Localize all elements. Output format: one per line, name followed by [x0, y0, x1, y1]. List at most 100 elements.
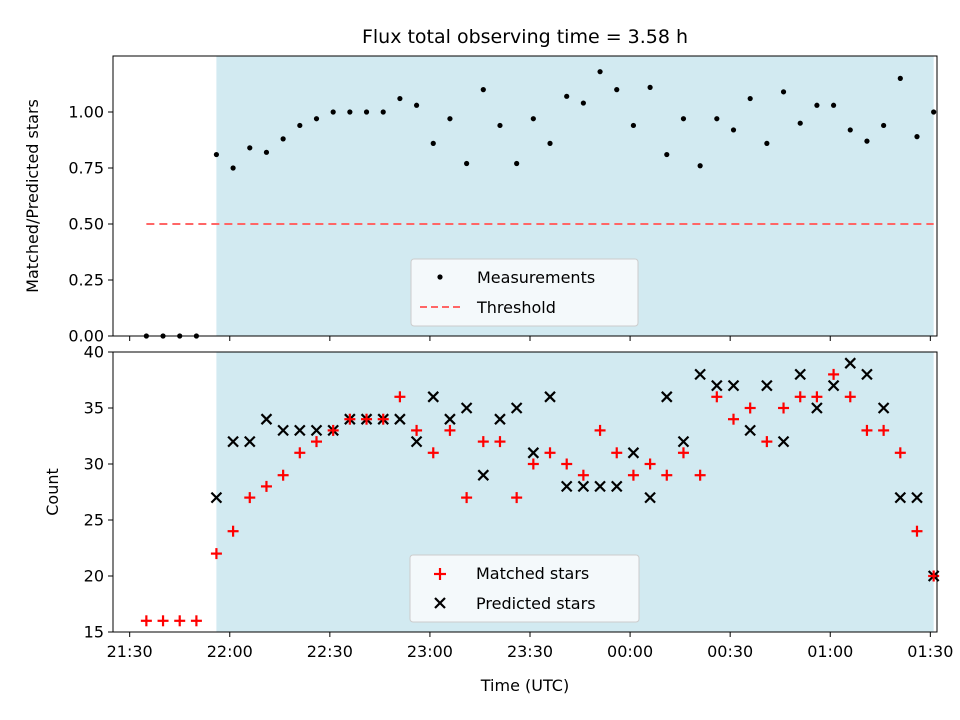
x-stroke	[861, 368, 873, 381]
y-tick-label: 15	[84, 623, 104, 642]
matched-star-point	[527, 458, 539, 470]
legend-label-measurements: Measurements	[477, 268, 595, 287]
x-stroke	[894, 491, 907, 504]
predicted-star-point	[744, 424, 756, 437]
predicted-star-point	[694, 368, 706, 381]
measurement-point	[514, 160, 520, 167]
chart-title: Flux total observing time = 3.58 h	[362, 26, 688, 48]
x-stroke	[644, 491, 656, 504]
x-stroke	[560, 480, 573, 493]
predicted-star-point	[811, 402, 823, 414]
x-stroke	[544, 391, 556, 403]
matched-star-point	[190, 615, 202, 627]
measurement-point	[530, 116, 536, 122]
matched-star-point	[778, 402, 790, 414]
y-tick-label: 0.50	[68, 215, 104, 234]
predicted-star-point	[677, 435, 690, 448]
measurement-point	[897, 75, 903, 81]
measurement-point	[480, 87, 486, 93]
measurement-point	[464, 160, 470, 167]
matched-star-point	[577, 469, 589, 481]
predicted-star-point	[544, 391, 556, 403]
matched-star-point	[411, 424, 423, 436]
matched-star-point	[878, 424, 890, 436]
matched-star-point	[444, 424, 456, 436]
x-tick-label: 23:30	[507, 642, 553, 661]
x-axis-label: Time (UTC)	[480, 676, 569, 695]
predicted-star-point	[661, 391, 673, 403]
predicted-star-point	[861, 368, 873, 381]
predicted-star-point	[644, 491, 656, 504]
measurement-point	[347, 109, 353, 115]
x-tick-label: 00:00	[607, 642, 653, 661]
x-stroke	[744, 424, 756, 437]
predicted-star-point	[210, 491, 223, 504]
x-stroke	[727, 379, 740, 392]
matched-star-point	[861, 424, 873, 436]
y-tick-label: 0.75	[68, 159, 104, 178]
measurement-point	[247, 145, 253, 151]
measurement-point	[213, 151, 220, 158]
predicted-star-point	[577, 480, 590, 493]
matched-star-point	[611, 447, 623, 459]
measurement-point	[413, 102, 420, 108]
matched-star-point	[677, 447, 689, 459]
measurement-point	[714, 116, 720, 122]
matched-star-point	[210, 548, 222, 560]
x-stroke	[911, 491, 923, 504]
predicted-star-point	[527, 447, 540, 459]
x-stroke	[761, 379, 773, 392]
measurement-point	[363, 109, 370, 115]
bottom-x-ticks: 21:30 22:00 22:30 23:00 23:30 00:00 00:30 01:00…	[107, 632, 953, 661]
measurement-point	[263, 149, 270, 155]
matched-star-point	[561, 458, 573, 470]
x-stroke	[394, 413, 406, 425]
measurement-point	[380, 109, 386, 115]
matched-star-point	[544, 447, 556, 459]
predicted-star-point	[827, 379, 840, 392]
matched-star-point	[140, 615, 152, 627]
predicted-star-point	[510, 402, 523, 414]
x-stroke	[527, 447, 540, 459]
predicted-star-point	[460, 402, 473, 414]
legend-label-matched-stars: Matched stars	[476, 564, 589, 583]
matched-star-point	[644, 458, 656, 470]
x-stroke	[661, 391, 673, 403]
predicted-star-point	[444, 413, 456, 425]
x-stroke	[711, 379, 723, 392]
matched-star-point	[594, 424, 606, 436]
matched-star-point	[294, 447, 306, 459]
x-tick-label: 22:30	[307, 642, 353, 661]
measurement-point	[664, 151, 670, 158]
bottom-y-ticks: 15 20 25 30 35 40	[84, 343, 113, 642]
legend-marker-measurements	[437, 274, 443, 280]
y-tick-label: 20	[84, 567, 104, 586]
bottom-panel: 15 20 25 30 35 40 21:30 22:00 22:30 23:00 23:30 00…	[43, 343, 953, 696]
x-stroke	[594, 480, 606, 493]
predicted-star-point	[877, 402, 890, 414]
measurement-point	[630, 122, 637, 129]
matched-star-point	[227, 525, 239, 537]
matched-star-point	[811, 391, 823, 403]
matched-star-point	[661, 469, 673, 481]
measurement-point	[797, 120, 803, 126]
bottom-legend-box	[409, 554, 640, 623]
measurement-point	[280, 136, 286, 142]
measurement-point	[614, 87, 620, 93]
measurement-point	[780, 89, 787, 95]
x-stroke	[227, 435, 239, 448]
legend-label-predicted-stars: Predicted stars	[476, 594, 596, 613]
x-tick-label: 01:30	[907, 642, 953, 661]
top-panel: 0.00 0.25 0.50 0.75 1.00 Matched/Predicted s…	[23, 55, 938, 346]
x-stroke	[294, 424, 306, 437]
measurement-point	[597, 69, 603, 75]
measurement-point	[847, 127, 853, 133]
bottom-axes-frame	[112, 351, 938, 633]
matched-star-point	[327, 424, 339, 436]
y-tick-label: 0.00	[68, 327, 104, 346]
x-stroke	[310, 424, 323, 437]
top-legend-box	[410, 258, 639, 327]
x-stroke	[794, 368, 807, 381]
measurement-point	[864, 138, 870, 144]
